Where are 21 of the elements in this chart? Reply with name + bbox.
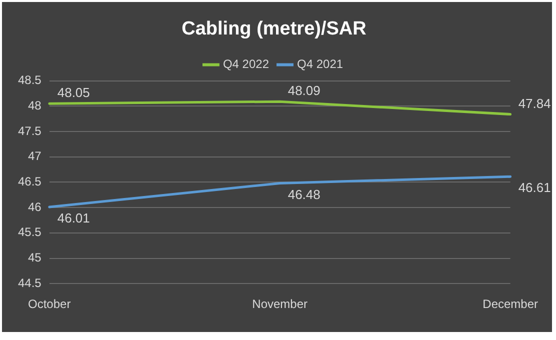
x-tick-label: October [28, 297, 71, 312]
y-tick-label: 47.5 [18, 124, 42, 138]
data-label: 47.84 [518, 96, 551, 111]
data-label: 46.48 [288, 186, 320, 202]
y-tick-label: 48.5 [18, 73, 42, 88]
y-tick-label: 46.5 [18, 174, 42, 189]
data-label: 48.05 [57, 85, 90, 100]
data-label: 48.09 [288, 83, 320, 98]
y-tick-label: 45 [28, 250, 42, 265]
y-tick-label: 48 [28, 98, 42, 112]
x-tick-label: December [482, 297, 538, 312]
y-tick-label: 46 [28, 200, 42, 214]
y-tick-label: 44.5 [18, 276, 42, 290]
data-label: 46.01 [57, 210, 90, 226]
legend-label: Q4 2022 [222, 57, 270, 72]
y-tick-label: 45.5 [18, 225, 42, 240]
x-tick-label: November [252, 297, 308, 312]
chart-title: Cabling (metre)/SAR [182, 18, 367, 40]
data-label: 46.61 [518, 180, 551, 196]
legend-label: Q4 2021 [297, 57, 344, 72]
y-tick-label: 47 [28, 149, 42, 164]
